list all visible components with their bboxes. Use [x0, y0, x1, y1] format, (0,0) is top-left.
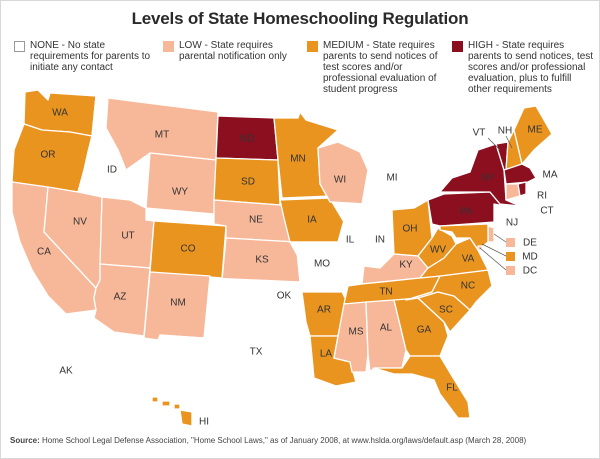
label-tn: TN	[379, 287, 392, 298]
label-tx: TX	[250, 347, 263, 358]
label-ca: CA	[37, 247, 51, 258]
leader-nh	[505, 135, 513, 149]
state-fl	[373, 355, 471, 419]
label-fl: FL	[446, 383, 458, 394]
label-de: DE	[523, 238, 537, 249]
label-co: CO	[181, 244, 196, 255]
label-ne: NE	[249, 215, 263, 226]
label-wa: WA	[52, 108, 68, 119]
label-nh: NH	[498, 126, 512, 137]
state-nc	[405, 269, 493, 311]
state-hi-3	[173, 403, 181, 410]
label-mi: MI	[386, 173, 397, 184]
legend-text-high: HIGH - State requires parents to send no…	[468, 40, 594, 95]
swatch-dc	[506, 266, 515, 275]
label-ma: MA	[543, 170, 558, 181]
label-md: MD	[522, 252, 538, 263]
label-al: AL	[380, 323, 393, 334]
state-hi-4	[179, 409, 193, 427]
label-sd: SD	[241, 177, 255, 188]
source-text: Home School Legal Defense Association, "…	[42, 436, 527, 445]
source-label: Source:	[10, 436, 40, 445]
legend-text-none: NONE - No state requirements for parents…	[30, 40, 151, 73]
label-ri: RI	[537, 191, 547, 202]
swatch-de	[506, 238, 515, 247]
label-mn: MN	[290, 154, 306, 165]
state-hi-2	[161, 400, 171, 407]
label-oh: OH	[403, 224, 418, 235]
label-in: IN	[375, 235, 385, 246]
label-ok: OK	[277, 291, 292, 302]
label-ia: IA	[307, 215, 317, 226]
legend-swatch-medium	[307, 41, 318, 52]
state-ak	[29, 333, 113, 409]
label-ny: NY	[481, 173, 495, 184]
label-mt: MT	[155, 130, 169, 141]
label-wy: WY	[172, 187, 188, 198]
state-wv	[417, 227, 457, 269]
label-sc: SC	[439, 305, 453, 316]
state-mi-up	[339, 131, 385, 153]
label-wv: WV	[430, 245, 446, 256]
map-title: Levels of State Homeschooling Regulation	[131, 9, 469, 28]
label-vt: VT	[473, 128, 486, 139]
state-tx	[159, 293, 313, 419]
label-ak: AK	[59, 366, 73, 377]
leader-vt	[487, 137, 501, 151]
label-ms: MS	[349, 327, 364, 338]
label-dc: DC	[523, 266, 537, 277]
leader-dc	[479, 247, 507, 271]
state-wi	[317, 141, 369, 205]
label-ks: KS	[255, 255, 269, 266]
leader-md	[481, 243, 507, 257]
label-nc: NC	[461, 281, 475, 292]
label-pa: PA	[460, 207, 473, 218]
label-mo: MO	[314, 259, 330, 270]
state-de	[487, 225, 495, 243]
label-ky: KY	[399, 260, 413, 271]
label-nm: NM	[170, 298, 186, 309]
label-il: IL	[346, 235, 355, 246]
label-nj: NJ	[506, 218, 518, 229]
legend-swatch-high	[452, 41, 463, 52]
states-layer	[11, 89, 553, 427]
label-az: AZ	[114, 292, 127, 303]
label-id: ID	[107, 165, 117, 176]
label-ut: UT	[121, 231, 134, 242]
label-or: OR	[41, 150, 56, 161]
legend-swatch-low	[163, 41, 174, 52]
state-wy	[145, 152, 217, 215]
source-note: Source: Home School Legal Defense Associ…	[10, 436, 595, 445]
state-hi-1	[151, 396, 159, 403]
label-ar: AR	[317, 305, 331, 316]
label-nv: NV	[73, 217, 87, 228]
state-md	[439, 223, 489, 251]
label-nd: ND	[240, 134, 254, 145]
label-la: LA	[320, 349, 333, 360]
label-hi: HI	[199, 417, 209, 428]
state-labels: WA OR CA ID NV MT WY UT AZ CO NM ND SD N…	[37, 108, 558, 428]
label-va: VA	[462, 254, 475, 265]
legend-swatch-none	[14, 41, 25, 52]
leader-de	[493, 233, 507, 243]
label-ga: GA	[417, 325, 432, 336]
legend-text-medium: MEDIUM - State requires parents to send …	[323, 40, 438, 95]
state-mi	[371, 159, 407, 213]
label-me: ME	[528, 125, 543, 136]
label-ct: CT	[540, 206, 553, 217]
state-ri	[517, 181, 527, 197]
label-wi: WI	[334, 175, 346, 186]
legend-text-low: LOW - State requires parental notificati…	[179, 40, 287, 62]
swatch-md	[506, 252, 515, 261]
